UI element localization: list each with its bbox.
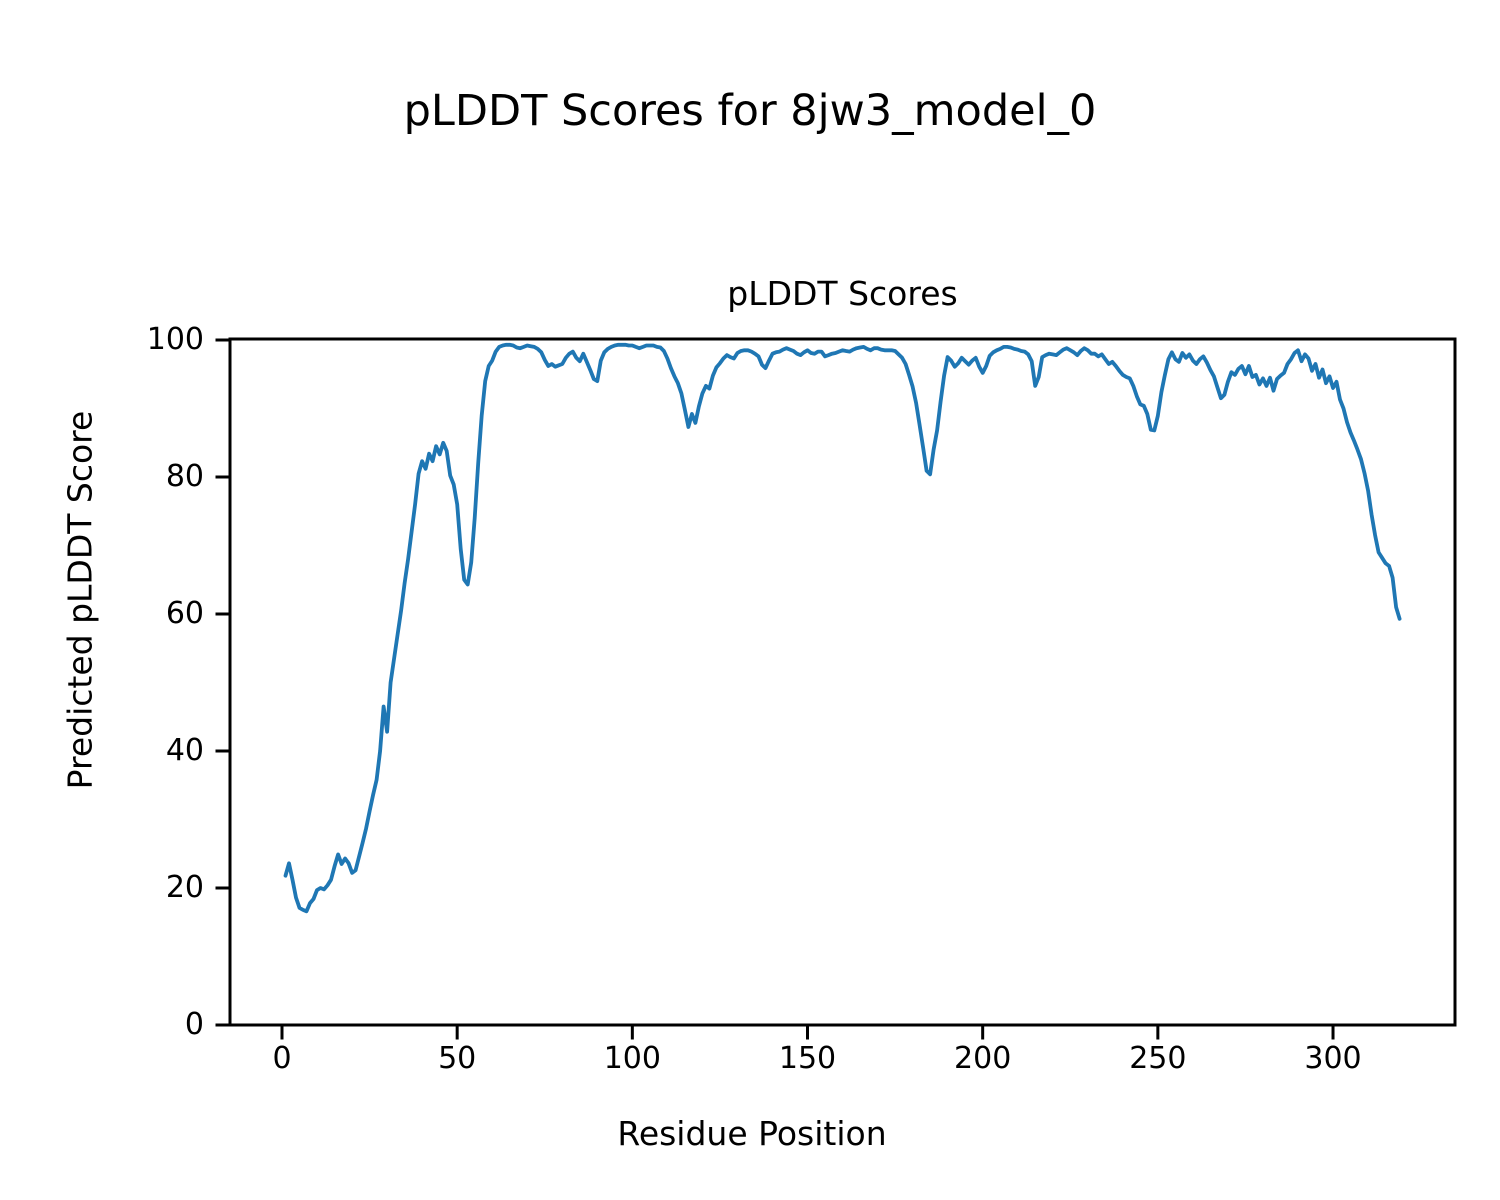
x-tick-label: 100 [603,1041,661,1076]
y-tick-label: 0 [184,1007,204,1042]
x-axis-label: Residue Position [617,1114,887,1153]
y-tick-label: 60 [165,596,204,631]
x-tick-marks [280,1026,1335,1040]
x-tick-label: 50 [438,1041,477,1076]
plddt-line [283,342,1402,914]
x-tick-label: 250 [1129,1041,1187,1076]
y-tick-label: 100 [146,322,204,357]
x-tick-label: 200 [954,1041,1012,1076]
axes-frame [228,337,1457,1027]
y-tick-label: 40 [165,733,204,768]
x-tick-label: 300 [1304,1041,1362,1076]
x-tick-label: 0 [272,1041,292,1076]
y-tick-label: 20 [165,870,204,905]
axes-title: pLDDT Scores [727,274,958,313]
y-tick-marks [215,338,229,1027]
y-tick-label: 80 [165,459,204,494]
figure-title: pLDDT Scores for 8jw3_model_0 [403,86,1097,136]
x-tick-label: 150 [778,1041,837,1076]
